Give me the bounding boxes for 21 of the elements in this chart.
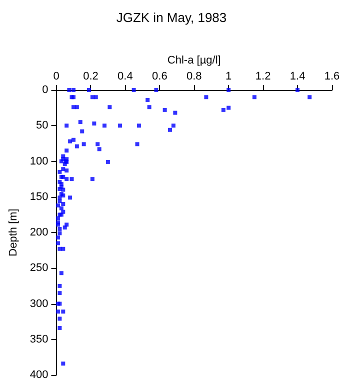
y-tick-label: 50 (36, 120, 48, 132)
x-tick-label: 1 (226, 70, 232, 82)
y-tick-label: 250 (30, 262, 48, 274)
x-tick-label: 0.4 (118, 70, 133, 82)
y-tick-label: 0 (42, 84, 48, 96)
y-tick-label: 350 (30, 333, 48, 346)
y-tick-label: 400 (30, 369, 48, 381)
x-tick-label: 1.4 (290, 70, 306, 82)
y-tick-label: 100 (30, 155, 48, 168)
y-tick-label: 200 (30, 226, 48, 238)
x-tick-label: 1.2 (255, 70, 271, 82)
y-axis-title: Depth [m] (8, 208, 20, 256)
x-tick-label: 0.2 (83, 70, 98, 82)
x-tick-label: 1.6 (324, 70, 340, 82)
x-tick-label: 0.6 (152, 70, 168, 82)
y-tick-label: 150 (30, 190, 48, 203)
x-axis-title: Chl-a [µg/l] (167, 54, 221, 67)
x-tick-label: 0.8 (186, 70, 202, 82)
chart-title: JGZK in May, 1983 (116, 10, 227, 25)
x-tick-label: 0 (53, 70, 60, 82)
y-tick-label: 300 (30, 298, 48, 310)
